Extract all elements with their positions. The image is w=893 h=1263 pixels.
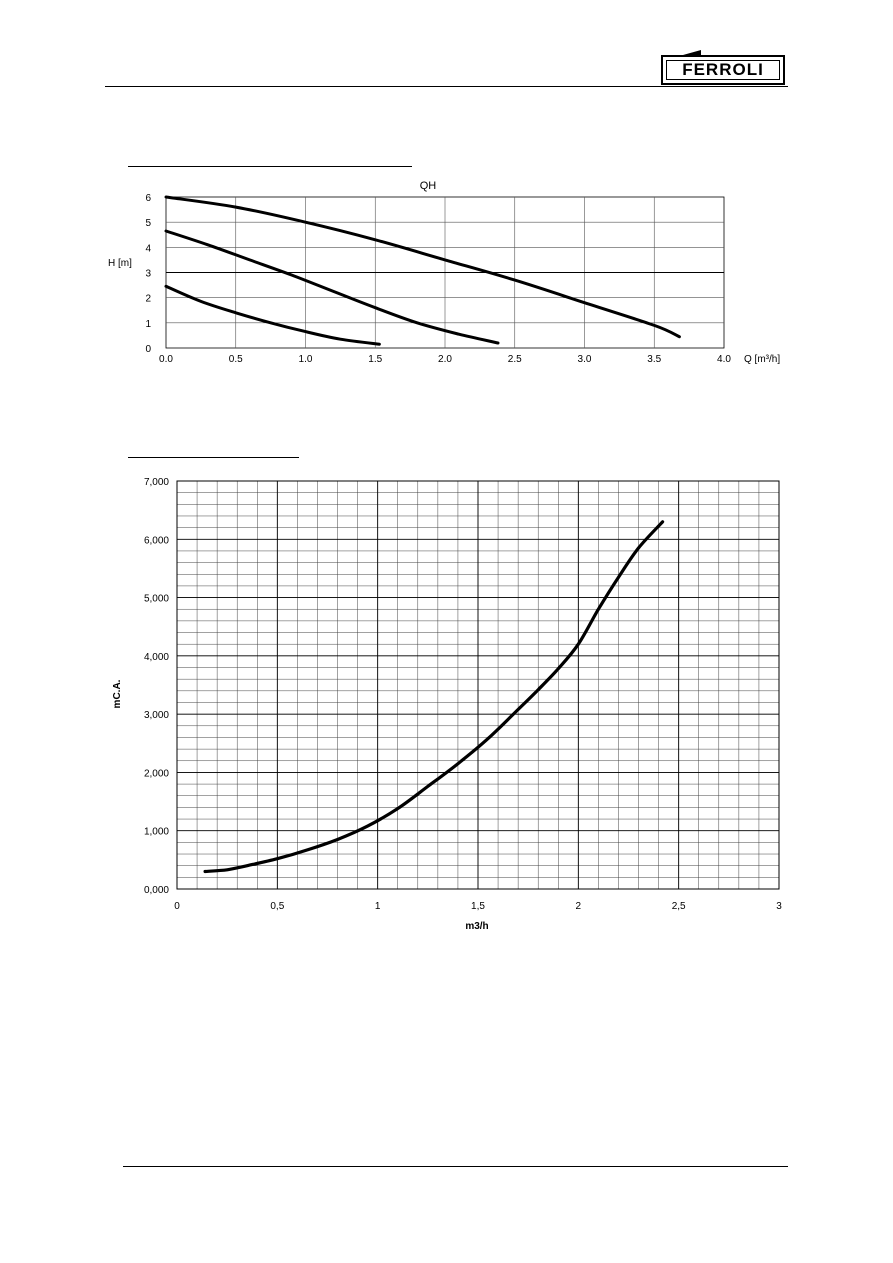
x-tick-label: 3.0 [578,354,592,365]
section-heading-rule-1 [128,166,412,167]
y-tick-label: 3,000 [144,710,169,721]
pump-qh-chart: 0.0 0.5 1.0 1.5 2.0 2.5 3.0 3.5 4.0 0 1 2 3 4 5 6 QH H [m… [108,180,780,365]
series-line [164,195,681,339]
x-tick-label: 0.5 [229,354,243,365]
y-axis-label: mC.A. [112,679,123,708]
plot-frame [176,480,780,890]
header-rule [105,86,788,87]
series-line [164,229,500,345]
x-tick-label: 0,5 [270,901,284,912]
x-axis-label: Q [m³/h] [744,354,780,365]
footer-rule [123,1166,788,1167]
x-tick-label: 1 [375,901,381,912]
x-tick-label: 2.0 [438,354,452,365]
x-tick-label: 3 [776,901,782,912]
x-tick-label: 0.0 [159,354,173,365]
y-tick-label: 5,000 [144,594,169,605]
x-tick-label: 3.5 [647,354,661,365]
y-tick-label: 6,000 [144,535,169,546]
y-tick-label: 2,000 [144,768,169,779]
section-heading-rule-2 [128,457,299,458]
y-tick-label: 5 [145,218,151,229]
y-tick-label: 0,000 [144,885,169,896]
x-tick-label: 1.0 [299,354,313,365]
y-tick-label: 6 [145,193,151,204]
x-tick-label: 1,5 [471,901,485,912]
y-tick-label: 3 [145,269,151,280]
y-tick-label: 7,000 [144,477,169,488]
logo-flag-mark [683,50,701,55]
y-tick-label: 1 [145,319,151,330]
x-tick-label: 2.5 [508,354,522,365]
series-line [164,284,381,346]
brand-logo: FERROLI [661,55,785,85]
chart-title: QH [420,180,437,192]
series-line [203,520,665,874]
brand-logo-frame: FERROLI [666,60,780,80]
x-tick-label: 2,5 [672,901,686,912]
x-tick-label: 4.0 [717,354,731,365]
x-tick-label: 2 [576,901,582,912]
x-tick-label: 1.5 [368,354,382,365]
y-tick-label: 1,000 [144,827,169,838]
y-tick-label: 4 [145,243,151,254]
y-tick-label: 0 [145,344,151,355]
y-tick-label: 2 [145,294,151,305]
y-axis-label: H [m] [108,258,132,269]
y-tick-label: 4,000 [144,652,169,663]
x-axis-label: m3/h [465,921,488,932]
x-tick-label: 0 [174,901,180,912]
brand-logo-text: FERROLI [682,60,764,79]
